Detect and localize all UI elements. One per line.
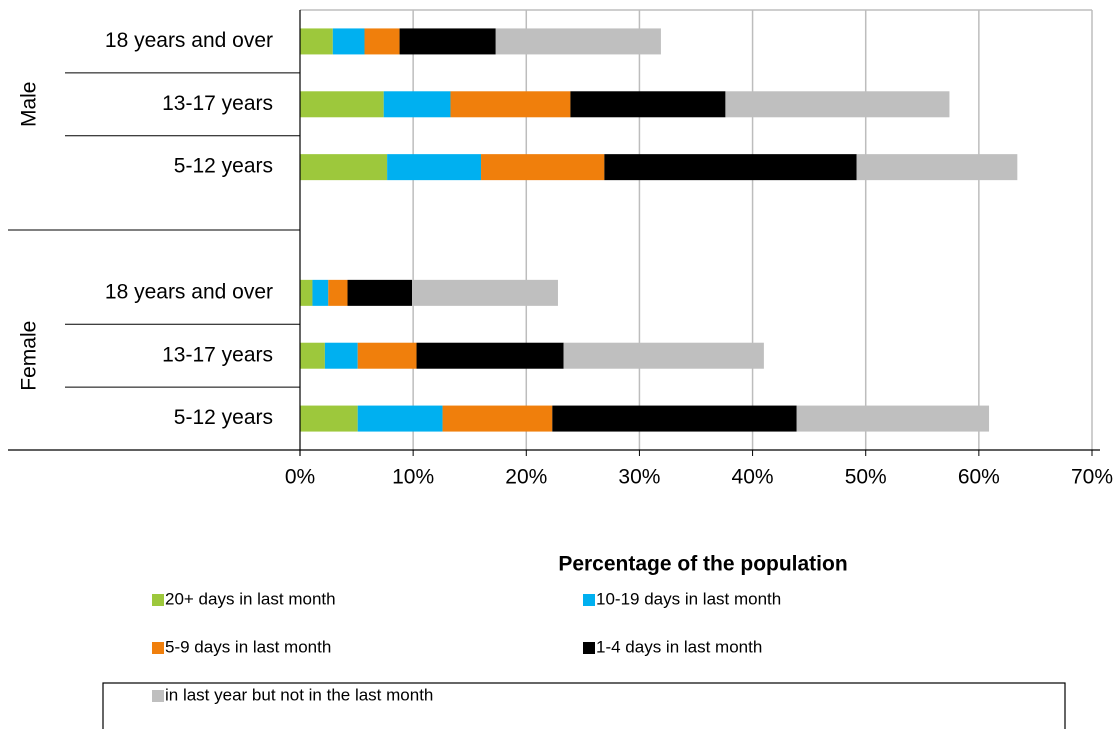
group-label: Male: [18, 82, 41, 128]
bar-segment: [383, 91, 451, 118]
bar-segment: [347, 279, 413, 306]
category-label: 5-12 years: [174, 406, 273, 429]
legend-box: [102, 682, 1066, 729]
bar-segment: [364, 28, 400, 55]
legend-swatch: [583, 642, 595, 654]
x-tick-label: 70%: [1071, 466, 1113, 489]
bar-segment: [332, 28, 365, 55]
bar-segment: [563, 342, 764, 369]
bar-segment: [552, 405, 797, 432]
bar-segment: [300, 154, 388, 181]
x-tick-label: 60%: [958, 466, 1000, 489]
bar-segment: [495, 28, 661, 55]
bar-segment: [604, 154, 857, 181]
category-label: 18 years and over: [105, 280, 273, 303]
bar-segment: [416, 342, 564, 369]
x-tick-label: 30%: [618, 466, 660, 489]
bar-segment: [300, 91, 384, 118]
category-label: 18 years and over: [105, 29, 273, 52]
legend-swatch: [152, 594, 164, 606]
bar-segment: [856, 154, 1018, 181]
bar-segment: [312, 279, 329, 306]
x-tick-label: 10%: [392, 466, 434, 489]
category-label: 13-17 years: [162, 343, 273, 366]
bar-segment: [725, 91, 950, 118]
bar-segment: [570, 91, 726, 118]
bar-segment: [328, 279, 348, 306]
legend-swatch: [152, 690, 164, 702]
legend-label: 5-9 days in last month: [165, 637, 331, 656]
bar-segment: [796, 405, 990, 432]
legend-swatch: [152, 642, 164, 654]
bar-segment: [387, 154, 482, 181]
bar-segment: [300, 279, 313, 306]
x-tick-label: 0%: [285, 466, 315, 489]
x-axis-title: Percentage of the population: [558, 553, 847, 576]
legend-swatch: [583, 594, 595, 606]
category-label: 5-12 years: [174, 155, 273, 178]
legend-label: 1-4 days in last month: [596, 637, 762, 656]
bar-segment: [357, 405, 443, 432]
x-tick-label: 20%: [505, 466, 547, 489]
bar-segment: [450, 91, 571, 118]
legend-label: in last year but not in the last month: [165, 685, 433, 704]
x-tick-label: 40%: [732, 466, 774, 489]
bar-segment: [300, 342, 325, 369]
category-label: 13-17 years: [162, 92, 273, 115]
legend-label: 10-19 days in last month: [596, 589, 781, 608]
bar-segment: [412, 279, 558, 306]
legend-label: 20+ days in last month: [165, 589, 336, 608]
bar-segment: [481, 154, 605, 181]
x-tick-label: 50%: [845, 466, 887, 489]
bar-segment: [399, 28, 496, 55]
bar-segment: [324, 342, 358, 369]
bar-segment: [300, 405, 358, 432]
bar-segment: [442, 405, 553, 432]
bar-segment: [357, 342, 417, 369]
group-label: Female: [18, 321, 41, 391]
bar-segment: [300, 28, 333, 55]
